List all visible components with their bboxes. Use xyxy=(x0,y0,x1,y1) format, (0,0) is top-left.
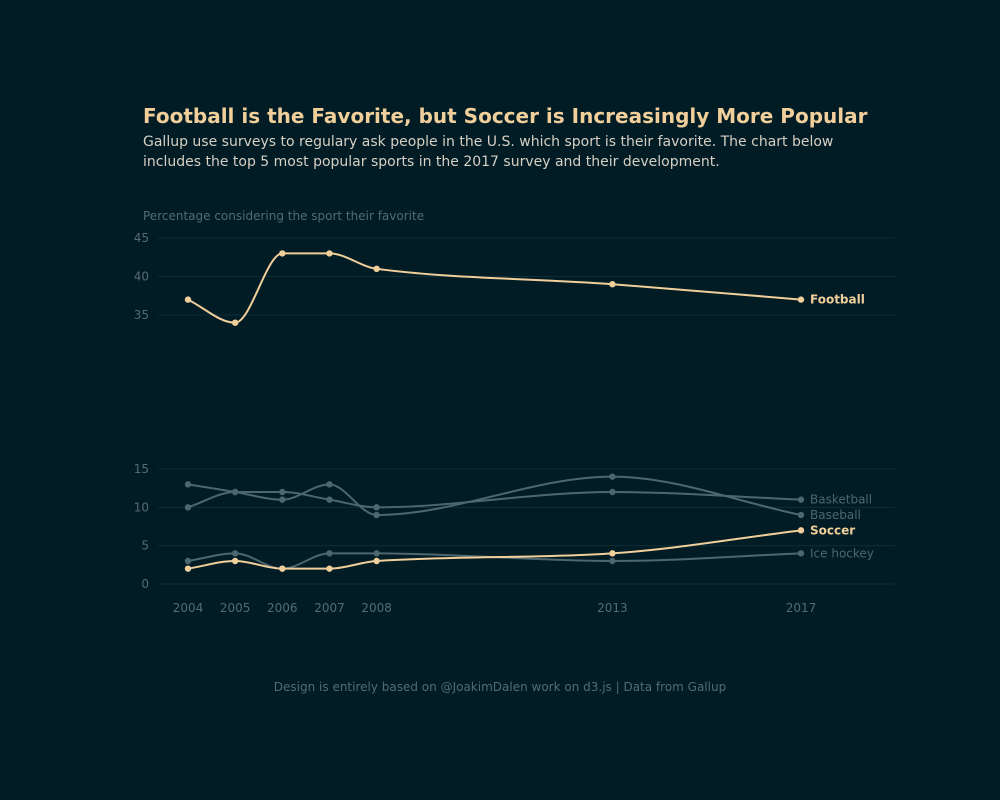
y-tick-label: 35 xyxy=(134,308,149,322)
chart-title: Football is the Favorite, but Soccer is … xyxy=(143,104,868,128)
y-axis-label: Percentage considering the sport their f… xyxy=(143,209,424,223)
data-point xyxy=(373,265,380,272)
y-tick-label: 40 xyxy=(134,270,149,284)
series-line-basketball xyxy=(187,490,802,509)
data-point xyxy=(609,557,616,565)
series-line-football xyxy=(187,252,802,324)
x-tick-label: 2005 xyxy=(220,601,251,615)
y-tick-label: 0 xyxy=(141,577,149,591)
data-point xyxy=(279,250,286,257)
data-point xyxy=(231,319,239,326)
series-label-football: Football xyxy=(810,293,865,307)
data-point xyxy=(797,296,805,303)
series-soccer: Soccer xyxy=(184,523,855,572)
data-point xyxy=(373,511,380,519)
data-point xyxy=(326,565,333,572)
y-tick-label: 5 xyxy=(141,539,149,553)
series-baseball: Baseball xyxy=(184,473,861,522)
data-point xyxy=(797,496,805,503)
y-tick-label: 45 xyxy=(134,231,149,245)
data-point xyxy=(184,481,192,488)
data-point xyxy=(373,504,380,511)
data-point xyxy=(231,488,239,496)
data-point xyxy=(279,496,286,503)
data-point xyxy=(373,557,380,565)
x-tick-label: 2004 xyxy=(173,601,204,615)
data-point xyxy=(326,550,333,557)
x-tick-label: 2013 xyxy=(597,601,628,615)
data-point xyxy=(609,550,616,557)
data-point xyxy=(184,565,192,572)
data-point xyxy=(326,496,333,503)
data-point xyxy=(184,296,192,303)
data-point xyxy=(326,250,333,257)
data-point xyxy=(797,550,805,557)
x-tick-label: 2006 xyxy=(267,601,298,615)
data-point xyxy=(326,481,333,488)
data-point xyxy=(184,504,192,511)
x-tick-label: 2008 xyxy=(361,601,392,615)
series-label-soccer: Soccer xyxy=(810,523,855,537)
series-line-ice-hockey xyxy=(187,552,802,570)
footer-credit: Design is entirely based on @JoakimDalen… xyxy=(273,680,727,694)
data-point xyxy=(373,550,380,557)
series-football: Football xyxy=(184,250,865,326)
data-point xyxy=(609,281,616,288)
data-point xyxy=(609,488,616,496)
data-point xyxy=(279,488,286,496)
data-point xyxy=(609,473,616,480)
series-line-soccer xyxy=(187,529,802,570)
series-label-ice-hockey: Ice hockey xyxy=(810,546,874,560)
y-tick-label: 10 xyxy=(134,500,149,514)
x-tick-label: 2017 xyxy=(786,601,817,615)
y-tick-label: 15 xyxy=(134,462,149,476)
tick-layer: 35 40 45 0 5 10 15 2004 2005 2006 2007 2008 2013 2017 xyxy=(134,231,817,615)
data-point xyxy=(184,557,192,565)
series-label-basketball: Basketball xyxy=(810,493,872,507)
data-point xyxy=(279,565,286,572)
data-point xyxy=(231,550,239,557)
x-tick-label: 2007 xyxy=(314,601,345,615)
series-label-baseball: Baseball xyxy=(810,508,861,522)
data-point xyxy=(797,527,805,534)
chart-subtitle: Gallup use surveys to regulary ask peopl… xyxy=(143,134,834,170)
data-point xyxy=(231,557,239,565)
data-point xyxy=(797,511,805,519)
series-line-baseball xyxy=(187,475,802,517)
